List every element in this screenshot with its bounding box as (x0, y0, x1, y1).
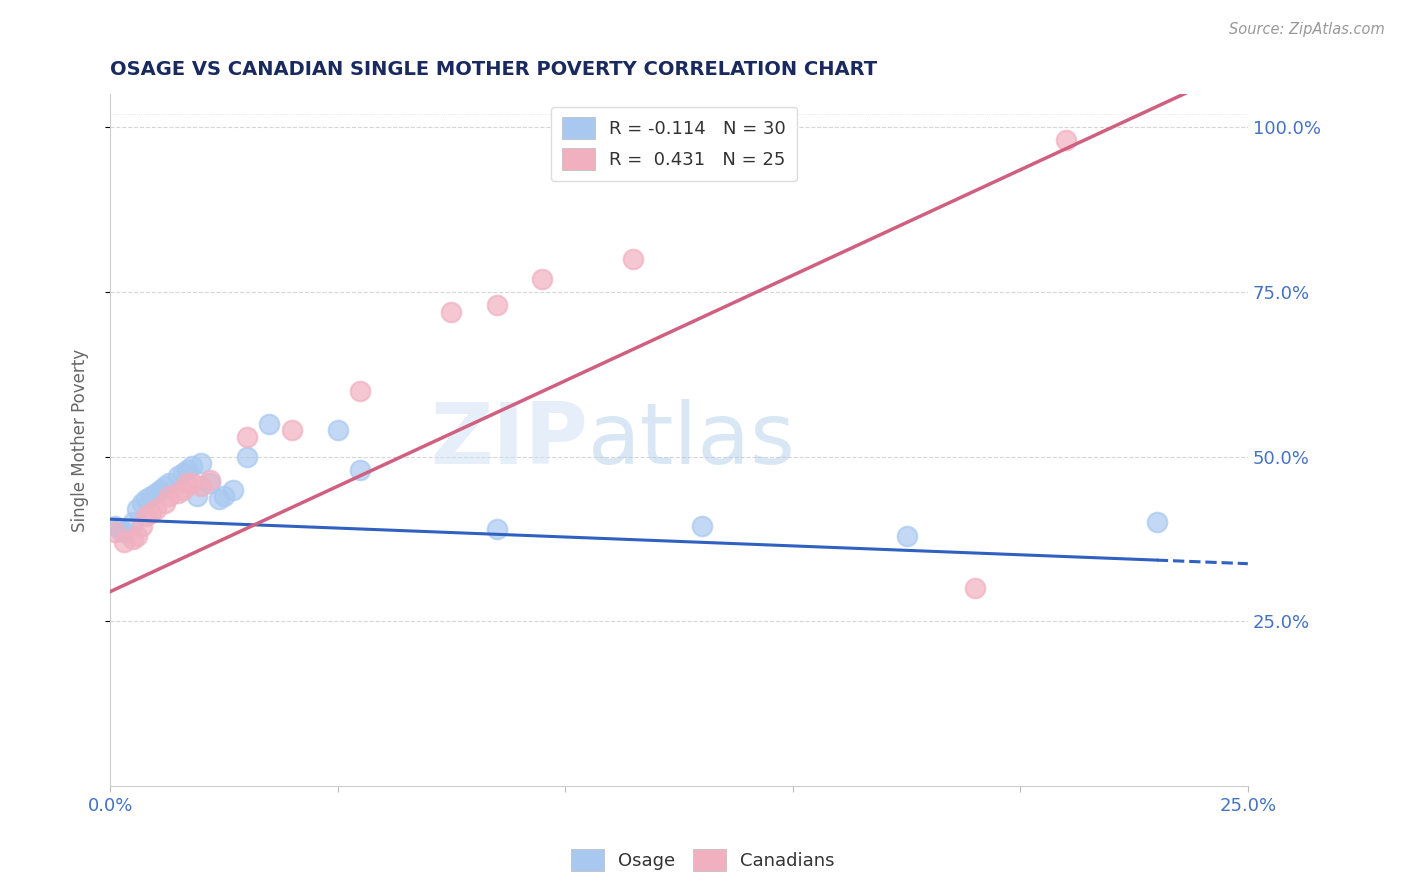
Text: atlas: atlas (588, 399, 796, 482)
Point (349, 463, 371, 477)
Point (108, 522, 131, 536)
Point (485, 522, 508, 536)
Point (281, 423, 304, 437)
Point (235, 450, 257, 464)
Point (135, 508, 157, 523)
Point (112, 535, 135, 549)
Point (131, 518, 153, 533)
Point (198, 473, 221, 487)
Point (104, 518, 127, 533)
Point (222, 483, 245, 497)
Point (157, 475, 180, 490)
Point (190, 456, 212, 470)
Point (167, 469, 190, 483)
Point (121, 532, 143, 546)
Point (690, 518, 713, 533)
Point (149, 483, 172, 497)
Point (104, 525, 127, 540)
Point (131, 496, 153, 510)
Point (153, 496, 176, 510)
Point (212, 489, 235, 503)
Point (349, 384, 371, 398)
Point (623, 252, 645, 266)
Point (198, 475, 221, 490)
Point (1146, 516, 1168, 530)
Point (485, 298, 508, 312)
Text: OSAGE VS CANADIAN SINGLE MOTHER POVERTY CORRELATION CHART: OSAGE VS CANADIAN SINGLE MOTHER POVERTY … (110, 60, 877, 78)
Point (208, 492, 231, 507)
Point (531, 271, 554, 285)
Point (186, 489, 208, 503)
Point (176, 463, 198, 477)
Point (139, 506, 162, 520)
Point (181, 459, 204, 474)
Point (259, 417, 281, 431)
Point (127, 529, 149, 543)
Point (896, 529, 918, 543)
Point (139, 489, 162, 503)
Point (181, 475, 204, 490)
Point (145, 485, 167, 500)
Point (176, 475, 198, 490)
Text: Source: ZipAtlas.com: Source: ZipAtlas.com (1229, 22, 1385, 37)
Point (326, 423, 349, 437)
Point (121, 516, 143, 530)
Point (440, 304, 463, 318)
Point (112, 525, 135, 540)
Point (157, 489, 180, 503)
Point (172, 466, 194, 480)
Point (1054, 133, 1077, 147)
Text: ZIP: ZIP (430, 399, 588, 482)
Legend: Osage, Canadians: Osage, Canadians (564, 842, 842, 879)
Point (235, 430, 257, 444)
Point (963, 582, 986, 596)
Point (172, 483, 194, 497)
Point (167, 485, 190, 500)
Point (127, 502, 149, 516)
Point (135, 492, 157, 507)
Y-axis label: Single Mother Poverty: Single Mother Poverty (72, 349, 89, 532)
Point (153, 479, 176, 493)
Point (190, 479, 212, 493)
Legend: R = -0.114   N = 30, R =  0.431   N = 25: R = -0.114 N = 30, R = 0.431 N = 25 (551, 106, 797, 181)
Point (145, 502, 167, 516)
